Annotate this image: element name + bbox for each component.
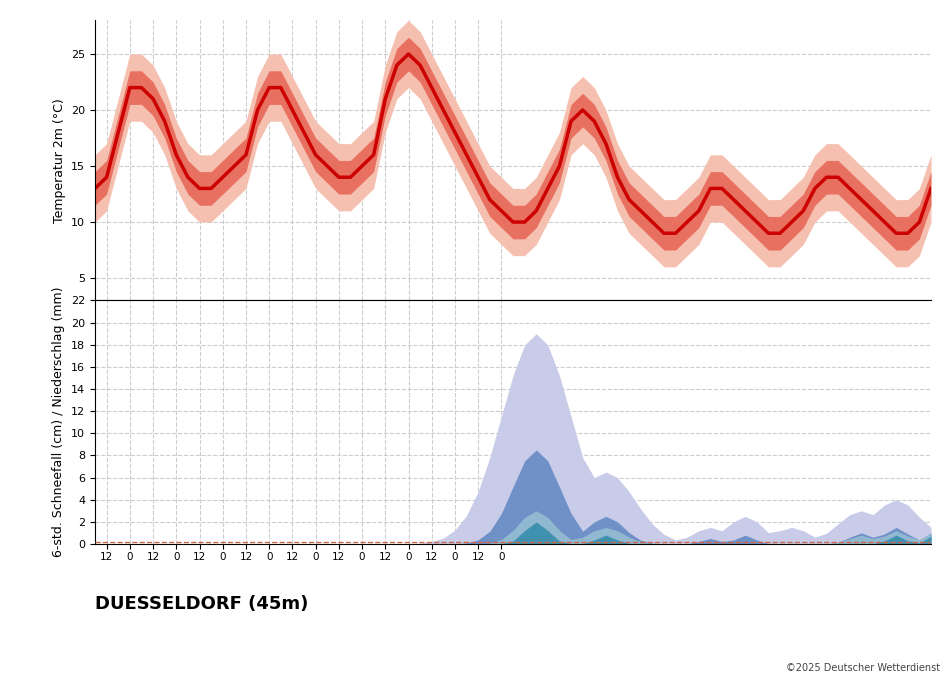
Y-axis label: 6-std. Schneefall (cm) / Niederschlag (mm): 6-std. Schneefall (cm) / Niederschlag (m… [52, 287, 66, 558]
Text: DUESSELDORF (45m): DUESSELDORF (45m) [95, 595, 309, 613]
Text: ©2025 Deutscher Wetterdienst: ©2025 Deutscher Wetterdienst [787, 663, 940, 673]
Y-axis label: Temperatur 2m (°C): Temperatur 2m (°C) [52, 98, 66, 223]
